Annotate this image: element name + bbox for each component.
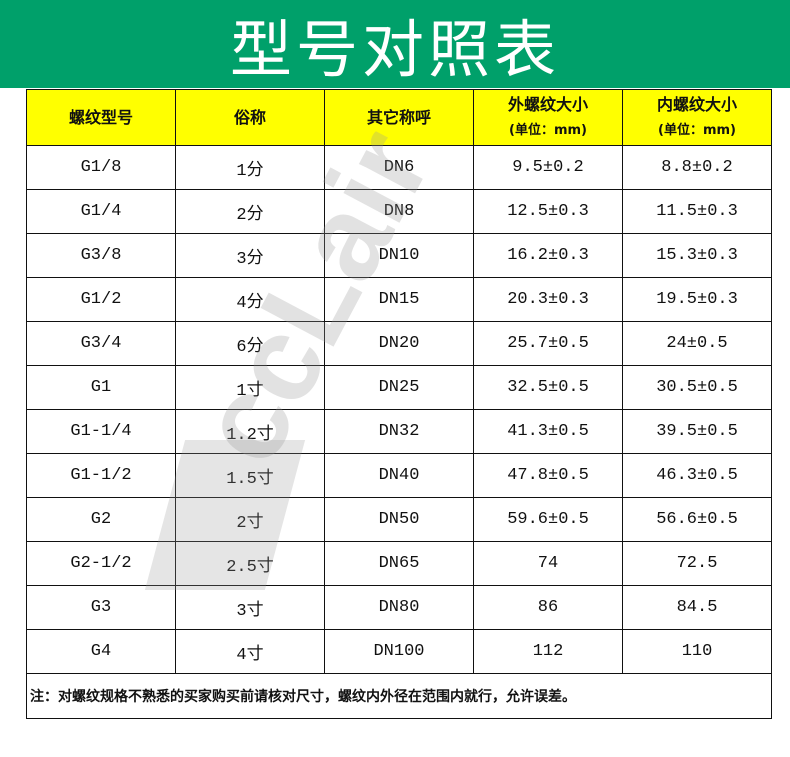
table-cell: 24±0.5 [622,321,772,366]
table-cell: 12.5±0.3 [473,189,623,234]
table-cell: DN32 [324,409,474,454]
table-row: G1/2 4分 DN15 20.3±0.3 19.5±0.3 [26,277,772,322]
table-cell: 11.5±0.3 [622,189,772,234]
table-cell: 9.5±0.2 [473,145,623,190]
table-cell: 2.5寸 [175,541,325,586]
table-cell: 86 [473,585,623,630]
table-cell: G1 [26,365,176,410]
table-cell: 25.7±0.5 [473,321,623,366]
column-header-label: 内螺纹大小 [656,94,737,114]
table-cell: DN100 [324,629,474,674]
table-cell: 32.5±0.5 [473,365,623,410]
table-cell: G3 [26,585,176,630]
table-cell: 47.8±0.5 [473,453,623,498]
table-cell: 2寸 [175,497,325,542]
table-cell: DN10 [324,233,474,278]
table-cell: 3寸 [175,585,325,630]
column-header: 内螺纹大小 (单位：mm) [622,89,772,146]
table-cell: 3分 [175,233,325,278]
note-text: 注：对螺纹规格不熟悉的买家购买前请核对尺寸，螺纹内外径在范围内就行，允许误差。 [26,673,772,719]
table-cell: DN15 [324,277,474,322]
table-cell: G3/4 [26,321,176,366]
table-cell: 59.6±0.5 [473,497,623,542]
table-cell: DN65 [324,541,474,586]
header-row: 螺纹型号 俗称 其它称呼 外螺纹大小 (单位：mm) 内螺纹大小 (单位：mm) [26,89,772,146]
table-cell: G1/8 [26,145,176,190]
column-header: 其它称呼 [324,89,474,146]
table-row: G2-1/2 2.5寸 DN65 74 72.5 [26,541,772,586]
table-cell: DN80 [324,585,474,630]
table-cell: 74 [473,541,623,586]
table-cell: 112 [473,629,623,674]
thread-size-table: 螺纹型号 俗称 其它称呼 外螺纹大小 (单位：mm) 内螺纹大小 (单位：mm) G1/8 1… [26,89,772,719]
table-cell: DN40 [324,453,474,498]
table-cell: G3/8 [26,233,176,278]
table-row: G2 2寸 DN50 59.6±0.5 56.6±0.5 [26,497,772,542]
column-header: 外螺纹大小 (单位：mm) [473,89,623,146]
table-cell: 19.5±0.3 [622,277,772,322]
table-row: G1-1/2 1.5寸 DN40 47.8±0.5 46.3±0.5 [26,453,772,498]
table-cell: 16.2±0.3 [473,233,623,278]
table-cell: G2-1/2 [26,541,176,586]
table-cell: 6分 [175,321,325,366]
table-cell: 39.5±0.5 [622,409,772,454]
table-cell: 30.5±0.5 [622,365,772,410]
column-header: 俗称 [175,89,325,146]
table-cell: 110 [622,629,772,674]
table-cell: G4 [26,629,176,674]
column-header-unit: (单位：mm) [658,122,736,138]
column-header-label: 其它称呼 [366,107,431,127]
table-cell: G1-1/4 [26,409,176,454]
table-cell: 56.6±0.5 [622,497,772,542]
table-cell: G1-1/2 [26,453,176,498]
table-cell: 8.8±0.2 [622,145,772,190]
table-row: G3 3寸 DN80 86 84.5 [26,585,772,630]
table-row: G1/4 2分 DN8 12.5±0.3 11.5±0.3 [26,189,772,234]
table-cell: 41.3±0.5 [473,409,623,454]
table-row: G3/4 6分 DN20 25.7±0.5 24±0.5 [26,321,772,366]
title-banner: 型号对照表 [0,0,790,88]
table-row: G3/8 3分 DN10 16.2±0.3 15.3±0.3 [26,233,772,278]
table-cell: DN8 [324,189,474,234]
table-cell: 84.5 [622,585,772,630]
page-title: 型号对照表 [229,13,560,86]
column-header-label: 外螺纹大小 [507,94,588,114]
table-cell: DN50 [324,497,474,542]
column-header-label: 螺纹型号 [68,107,133,127]
table-row: G1 1寸 DN25 32.5±0.5 30.5±0.5 [26,365,772,410]
column-header-unit: (单位：mm) [509,122,587,138]
table-cell: 15.3±0.3 [622,233,772,278]
table-cell: 4分 [175,277,325,322]
table-cell: 2分 [175,189,325,234]
table-row: G1-1/4 1.2寸 DN32 41.3±0.5 39.5±0.5 [26,409,772,454]
column-header-label: 俗称 [233,107,266,127]
table-cell: 72.5 [622,541,772,586]
table-cell: 1.5寸 [175,453,325,498]
note-row: 注：对螺纹规格不熟悉的买家购买前请核对尺寸，螺纹内外径在范围内就行，允许误差。 [26,673,772,719]
table-cell: DN20 [324,321,474,366]
table-cell: DN6 [324,145,474,190]
table-row: G4 4寸 DN100 112 110 [26,629,772,674]
table-row: G1/8 1分 DN6 9.5±0.2 8.8±0.2 [26,145,772,190]
table-cell: 1.2寸 [175,409,325,454]
table-cell: G1/4 [26,189,176,234]
column-header: 螺纹型号 [26,89,176,146]
table-cell: G1/2 [26,277,176,322]
table-cell: 20.3±0.3 [473,277,623,322]
table-cell: 46.3±0.5 [622,453,772,498]
table-cell: DN25 [324,365,474,410]
table-cell: G2 [26,497,176,542]
table-cell: 1分 [175,145,325,190]
table-cell: 4寸 [175,629,325,674]
table-cell: 1寸 [175,365,325,410]
